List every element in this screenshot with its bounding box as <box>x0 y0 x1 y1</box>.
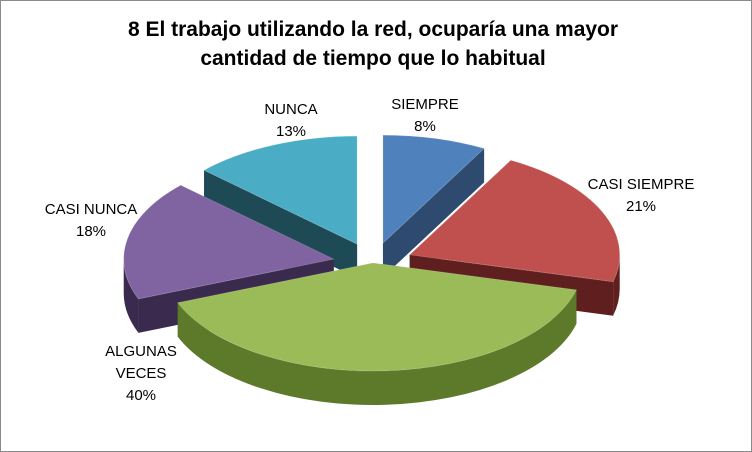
data-label-category-siempre: SIEMPRE <box>391 96 459 113</box>
data-label-category-algunas-veces: VECES <box>116 365 167 382</box>
slice-siempre <box>382 134 486 278</box>
data-label-value-casi-nunca: 18% <box>76 223 106 240</box>
data-label-value-algunas-veces: 40% <box>126 387 156 404</box>
slice-wall-siempre-1 <box>382 148 485 278</box>
slice-top-algunas-veces <box>176 262 578 372</box>
data-label-category-casi-nunca: CASI NUNCA <box>45 201 138 218</box>
pie-slices <box>123 134 621 405</box>
data-label-value-siempre: 8% <box>414 118 436 135</box>
chart-title-line-1: 8 El trabajo utilizando la red, ocuparía… <box>128 18 618 41</box>
data-label-value-casi-siempre: 21% <box>626 198 656 215</box>
slice-edge-casi-nunca-0 <box>123 259 139 333</box>
slice-top-casi-siempre <box>408 159 621 283</box>
slice-edge-algunas-veces-0 <box>177 289 577 405</box>
slice-top-siempre <box>382 134 486 245</box>
slice-algunas-veces <box>176 262 578 405</box>
data-labels: SIEMPRE 8% CASI SIEMPRE 21% ALGUNAS VECES 40% C… <box>45 96 695 404</box>
data-label-category-nunca: NUNCA <box>264 101 317 118</box>
chart-title-line-2: cantidad de tiempo que lo habitual <box>200 47 545 70</box>
data-label-category-casi-siempre: CASI SIEMPRE <box>588 176 695 193</box>
data-label-value-nunca: 13% <box>276 123 306 140</box>
slice-nunca <box>202 135 358 279</box>
slice-edge-casi-siempre-0 <box>613 254 620 316</box>
slice-wall-nunca-0 <box>204 170 358 279</box>
slice-top-casi-nunca <box>123 184 336 300</box>
slice-top-nunca <box>202 135 358 245</box>
data-label-category-algunas-veces: ALGUNAS <box>105 343 177 360</box>
